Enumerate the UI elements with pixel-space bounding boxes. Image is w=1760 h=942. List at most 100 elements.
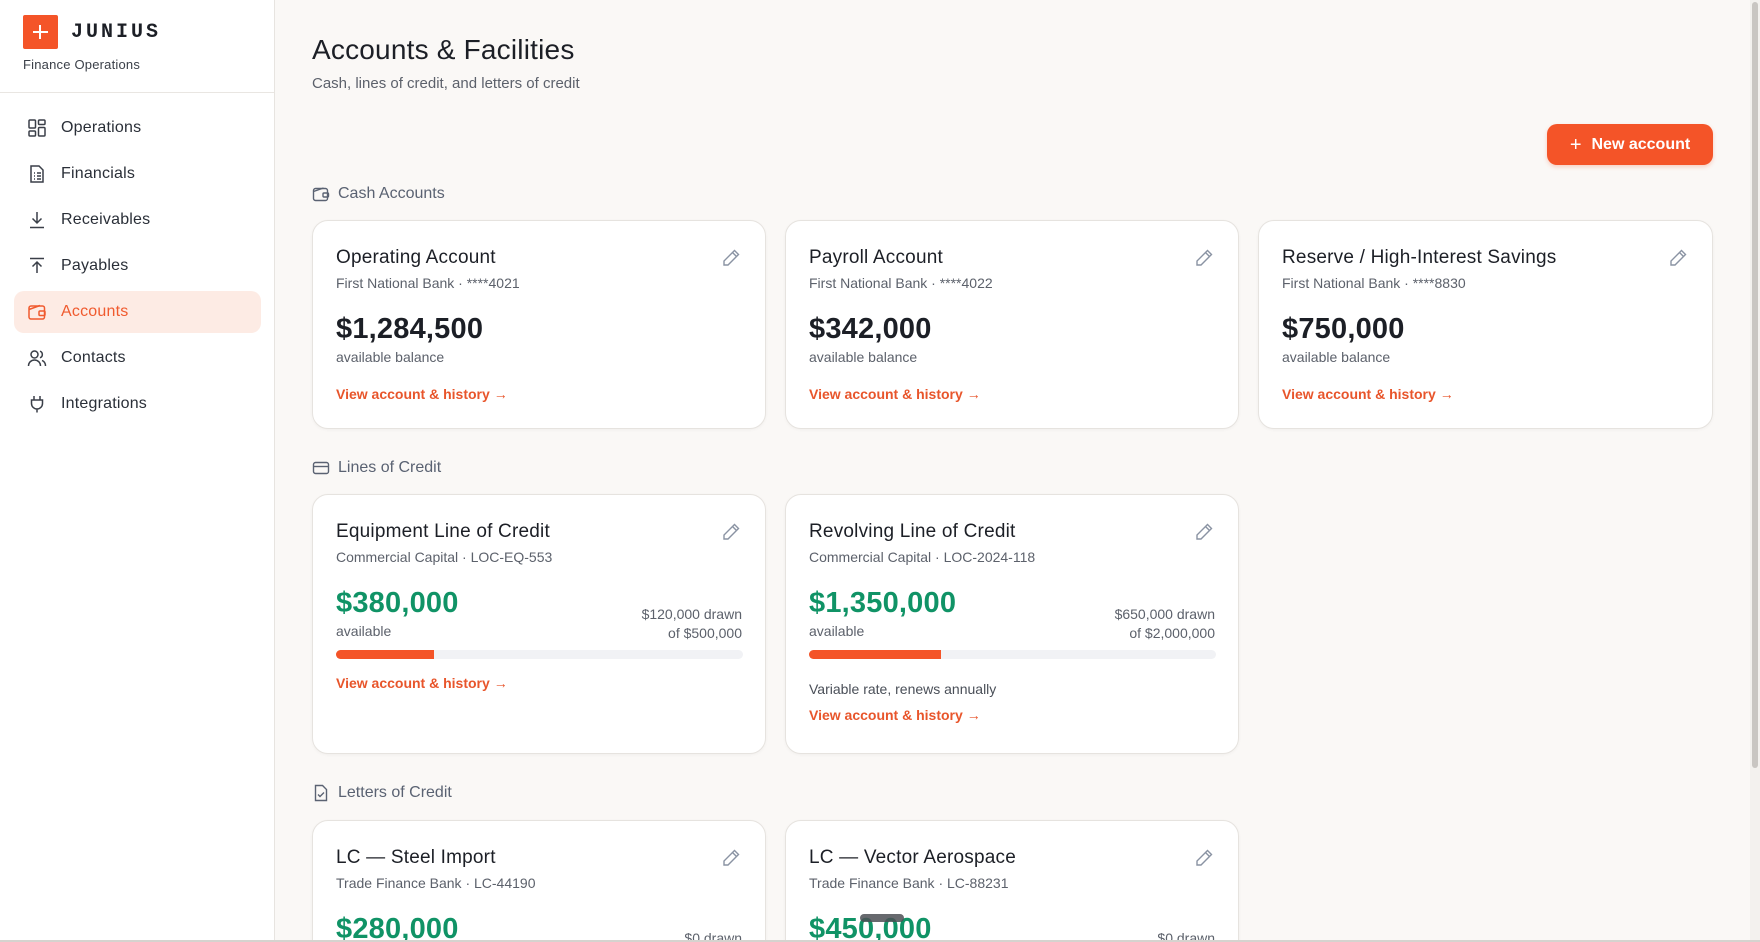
drawn-amount: $0 drawn — [684, 930, 742, 942]
balance-label: available balance — [809, 349, 918, 365]
brand-subtitle: Finance Operations — [23, 57, 141, 72]
balance-label: available balance — [1282, 349, 1391, 365]
download-arrow-icon — [27, 210, 47, 230]
sidebar-item-financials[interactable]: Financials — [14, 153, 261, 195]
credit-line-card[interactable]: Revolving Line of Credit Commercial Capi… — [785, 494, 1239, 754]
scrollbar-thumb[interactable] — [1752, 2, 1758, 768]
edit-pencil-icon[interactable] — [1194, 848, 1214, 868]
brand-name: JUNIUS — [71, 21, 162, 44]
section-title: Cash Accounts — [338, 185, 445, 202]
sidebar-item-label: Payables — [61, 257, 129, 274]
card-subtitle: First National Bank · ****4022 — [809, 275, 993, 291]
upload-arrow-icon — [27, 256, 47, 276]
new-account-label: New account — [1591, 135, 1691, 153]
drawn-amount: $650,000 drawn — [1114, 606, 1215, 622]
sidebar-item-integrations[interactable]: Integrations — [14, 383, 261, 425]
card-title: LC — Steel Import — [336, 847, 496, 868]
plus-icon: + — [1569, 133, 1582, 156]
arrow-right-icon: → — [493, 386, 508, 402]
sidebar-divider — [0, 92, 274, 93]
available-amount: $1,350,000 — [809, 587, 957, 619]
sidebar-item-receivables[interactable]: Receivables — [14, 199, 261, 241]
users-icon — [27, 348, 47, 368]
arrow-right-icon: → — [966, 707, 981, 723]
link-label: View account & history — [809, 707, 963, 723]
drawn-summary: $120,000 drawn of $500,000 — [642, 605, 742, 643]
view-account-link[interactable]: View account & history → — [809, 707, 981, 723]
sidebar-item-label: Financials — [61, 165, 136, 182]
sidebar-item-operations[interactable]: Operations — [14, 107, 261, 149]
card-title: Reserve / High-Interest Savings — [1282, 247, 1557, 268]
sidebar-item-contacts[interactable]: Contacts — [14, 337, 261, 379]
link-label: View account & history — [336, 386, 490, 402]
link-label: View account & history — [336, 675, 490, 691]
letter-of-credit-card[interactable]: LC — Steel Import Trade Finance Bank · L… — [312, 820, 766, 942]
card-subtitle: Trade Finance Bank · LC-88231 — [809, 875, 1009, 891]
link-label: View account & history — [809, 386, 963, 402]
link-label: View account & history — [1282, 386, 1436, 402]
sidebar-item-label: Integrations — [61, 395, 148, 412]
view-account-link[interactable]: View account & history → — [809, 386, 981, 402]
card-title: Revolving Line of Credit — [809, 521, 1016, 542]
available-label: available — [336, 623, 392, 639]
card-subtitle: First National Bank · ****8830 — [1282, 275, 1466, 291]
card-subtitle: Commercial Capital · LOC-EQ-553 — [336, 549, 553, 565]
view-account-link[interactable]: View account & history → — [336, 675, 508, 691]
view-account-link[interactable]: View account & history → — [336, 386, 508, 402]
card-subtitle: Trade Finance Bank · LC-44190 — [336, 875, 536, 891]
drawn-summary: $650,000 drawn of $2,000,000 — [1115, 605, 1215, 643]
utilization-bar — [809, 650, 1216, 659]
grid-icon — [27, 118, 47, 138]
available-amount: $380,000 — [336, 587, 459, 619]
edit-pencil-icon[interactable] — [1668, 248, 1688, 268]
arrow-right-icon: → — [493, 675, 508, 691]
document-check-icon — [312, 784, 330, 802]
card-subtitle: First National Bank · ****4021 — [336, 275, 520, 291]
balance-label: available balance — [336, 349, 445, 365]
wallet-icon — [312, 185, 330, 203]
credit-limit: of $2,000,000 — [1129, 625, 1215, 641]
plug-icon — [27, 394, 47, 414]
view-account-link[interactable]: View account & history → — [1282, 386, 1454, 402]
new-account-button[interactable]: + New account — [1547, 124, 1713, 165]
card-subtitle: Commercial Capital · LOC-2024-118 — [809, 549, 1036, 565]
sidebar-item-label: Operations — [61, 119, 142, 136]
letter-of-credit-card[interactable]: LC — Vector Aerospace Trade Finance Bank… — [785, 820, 1239, 942]
credit-limit: of $500,000 — [668, 625, 742, 641]
main-content: Accounts & Facilities Cash, lines of cre… — [275, 0, 1745, 942]
available-label: available — [809, 623, 865, 639]
page-subtitle: Cash, lines of credit, and letters of cr… — [312, 75, 580, 92]
balance-amount: $1,284,500 — [336, 313, 484, 345]
utilization-bar — [336, 650, 743, 659]
account-card[interactable]: Reserve / High-Interest Savings First Na… — [1258, 220, 1713, 429]
utilization-fill — [809, 650, 942, 659]
card-title: Payroll Account — [809, 247, 943, 268]
sidebar-nav: Operations Financials Receivables — [14, 107, 261, 429]
edit-pencil-icon[interactable] — [721, 522, 741, 542]
account-card[interactable]: Operating Account First National Bank · … — [312, 220, 766, 429]
sidebar: JUNIUS Finance Operations Operations — [0, 0, 275, 942]
edit-pencil-icon[interactable] — [1194, 522, 1214, 542]
sidebar-item-payables[interactable]: Payables — [14, 245, 261, 287]
section-title: Letters of Credit — [338, 784, 452, 801]
credit-line-card[interactable]: Equipment Line of Credit Commercial Capi… — [312, 494, 766, 754]
sidebar-item-label: Accounts — [61, 303, 129, 320]
balance-amount: $342,000 — [809, 313, 932, 345]
sidebar-item-accounts[interactable]: Accounts — [14, 291, 261, 333]
wallet-icon — [27, 302, 47, 322]
card-title: LC — Vector Aerospace — [809, 847, 1016, 868]
document-list-icon — [27, 164, 47, 184]
edit-pencil-icon[interactable] — [721, 848, 741, 868]
account-card[interactable]: Payroll Account First National Bank · **… — [785, 220, 1239, 429]
card-title: Operating Account — [336, 247, 496, 268]
edit-pencil-icon[interactable] — [721, 248, 741, 268]
window-bottom-edge — [0, 940, 1760, 942]
arrow-right-icon: → — [1439, 386, 1454, 402]
available-amount: $280,000 — [336, 913, 459, 942]
section-letters-of-credit: Letters of Credit — [312, 784, 452, 802]
section-lines-of-credit: Lines of Credit — [312, 459, 441, 477]
arrow-right-icon: → — [966, 386, 981, 402]
edit-pencil-icon[interactable] — [1194, 248, 1214, 268]
page-title: Accounts & Facilities — [312, 34, 575, 65]
